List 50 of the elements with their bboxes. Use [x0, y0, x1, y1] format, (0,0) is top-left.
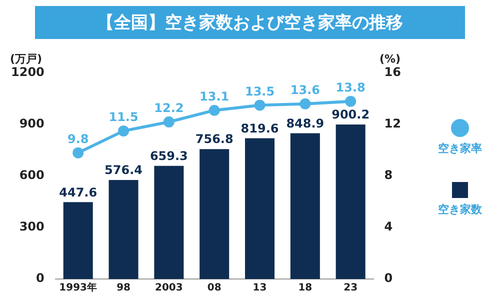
data-label: 756.8 [195, 132, 234, 146]
bar [200, 149, 230, 279]
point [208, 104, 220, 116]
x-tick-label: 13 [252, 282, 267, 294]
data-label: 13.8 [336, 80, 366, 94]
chart-title: 【全国】空き家数および空き家率の推移 [35, 6, 465, 39]
y2-tick-label: 16 [384, 65, 402, 80]
data-label: 9.8 [67, 132, 89, 146]
x-tick-label: 1993年 [59, 282, 98, 294]
y-tick-label: 0 [36, 271, 44, 286]
y2-tick-label: 4 [384, 220, 393, 234]
data-label: 447.6 [59, 185, 98, 200]
y2-tick-label: 8 [384, 168, 393, 182]
y2-axis-title: (%) [379, 52, 401, 66]
data-label: 13.5 [244, 84, 275, 98]
y2-tick-label: 12 [384, 116, 402, 131]
x-tick-label: 18 [298, 282, 312, 294]
point [254, 100, 266, 111]
data-label: 659.3 [150, 148, 188, 163]
data-label: 13.1 [200, 89, 230, 104]
point [300, 98, 311, 110]
bar [245, 138, 275, 279]
y-tick-label: 300 [19, 220, 44, 234]
x-tick-label: 23 [344, 282, 358, 294]
data-label: 900.2 [332, 108, 370, 122]
y-tick-label: 1200 [10, 65, 44, 80]
x-tick-label: 08 [207, 282, 222, 294]
y-tick-label: 600 [19, 168, 44, 182]
bar [290, 133, 320, 279]
data-label: 576.4 [104, 163, 143, 178]
data-label: 12.2 [154, 101, 184, 116]
bar [154, 166, 184, 279]
bar [108, 180, 138, 279]
bar [336, 124, 366, 279]
x-tick-label: 98 [116, 282, 131, 294]
bar [63, 202, 93, 279]
legend-label: 空き家率 [438, 141, 482, 156]
data-label: 11.5 [108, 110, 138, 124]
y-tick-label: 900 [19, 116, 44, 131]
point [72, 147, 84, 158]
point [163, 116, 174, 128]
x-tick-label: 2003 [155, 282, 183, 294]
data-label: 13.6 [290, 83, 320, 98]
data-label: 848.9 [286, 116, 324, 130]
legend-label: 空き家数 [438, 202, 482, 217]
point [118, 125, 130, 136]
y2-tick-label: 0 [384, 271, 393, 286]
point [345, 96, 356, 107]
y-axis-title: (万戸) [10, 52, 42, 66]
data-label: 819.6 [240, 121, 279, 136]
